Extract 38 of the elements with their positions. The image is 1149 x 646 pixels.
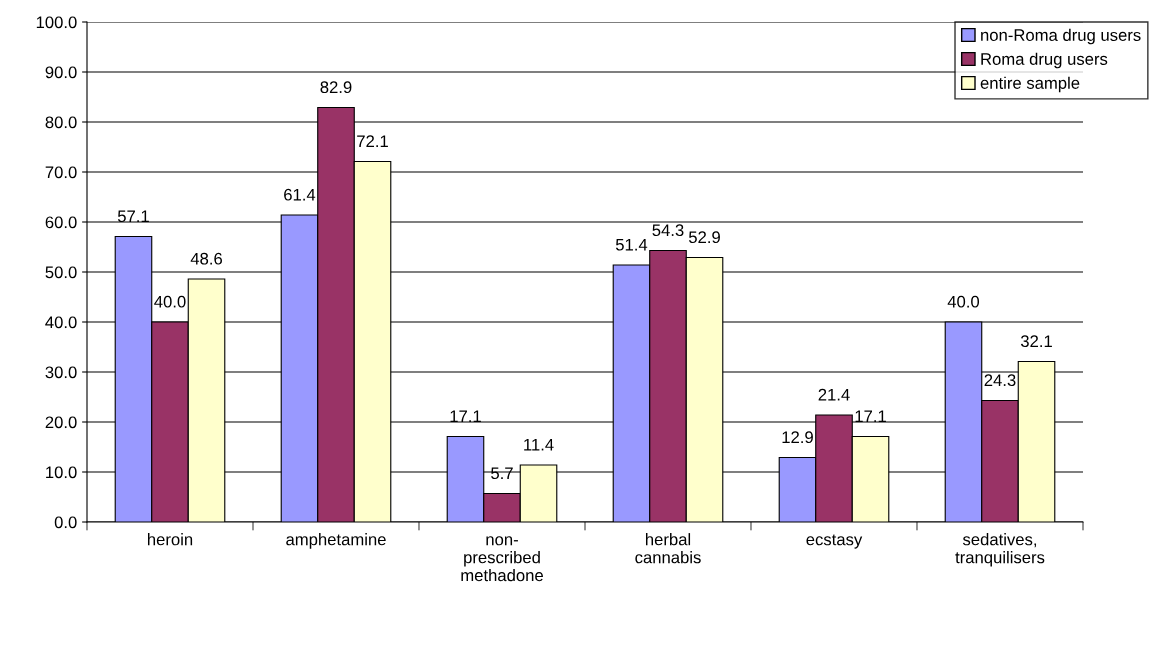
- data-label: 17.1: [855, 410, 886, 422]
- legend-label: Roma drug users: [981, 52, 1108, 69]
- data-label: 21.4: [818, 388, 850, 401]
- y-tick-label: 100.0: [36, 16, 77, 29]
- y-tick-label: 80.0: [45, 116, 77, 129]
- data-label: 54.3: [652, 224, 684, 237]
- y-tick-label: 70.0: [45, 166, 77, 179]
- data-label: 48.6: [190, 252, 223, 265]
- legend-label: entire sample: [980, 76, 1080, 93]
- x-tick-label: sedatives, tranquilisers: [955, 533, 1045, 567]
- data-label: 82.9: [320, 81, 352, 94]
- y-tick-label: 40.0: [45, 316, 77, 329]
- data-label: 61.4: [284, 188, 316, 201]
- data-label: 57.1: [117, 210, 149, 223]
- y-tick-label: 90.0: [45, 66, 77, 79]
- y-tick-label: 0.0: [54, 516, 77, 529]
- data-label: 40.0: [947, 295, 980, 308]
- data-label: 17.1: [450, 410, 481, 422]
- legend-label: non-Roma drug users: [981, 28, 1141, 45]
- data-label: 52.9: [688, 231, 720, 244]
- data-label: 51.4: [615, 238, 648, 251]
- x-tick-label: amphetamine: [286, 533, 386, 549]
- y-tick-label: 60.0: [45, 216, 77, 229]
- data-label: 40.0: [154, 295, 186, 308]
- x-tick-label: non- prescribed methadone: [461, 536, 543, 582]
- data-label: 32.1: [1020, 335, 1052, 348]
- x-tick-label: ecstasy: [806, 534, 863, 549]
- y-tick-label: 20.0: [45, 416, 77, 429]
- x-tick-label: herbal cannabis: [635, 533, 701, 564]
- y-tick-label: 30.0: [45, 366, 77, 379]
- x-tick-label: heroin: [147, 533, 193, 546]
- data-label: 24.3: [984, 374, 1016, 387]
- data-label: 72.1: [357, 135, 388, 147]
- y-tick-label: 10.0: [46, 466, 77, 479]
- data-label: 12.9: [782, 431, 813, 444]
- data-label: 11.4: [524, 438, 554, 451]
- data-label: 5.7: [491, 467, 513, 480]
- y-tick-label: 50.0: [45, 266, 77, 279]
